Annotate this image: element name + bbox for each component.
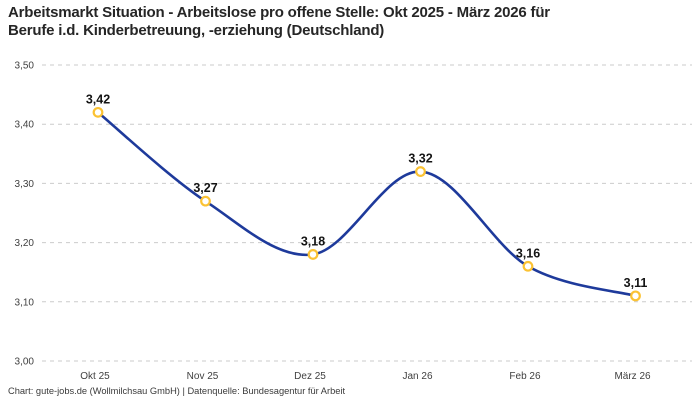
data-point-marker [307, 249, 319, 260]
data-point-label: 3,18 [301, 234, 325, 248]
x-axis-tick-label: Feb 26 [509, 371, 541, 382]
chart-title-line-1: Arbeitsmarkt Situation - Arbeitslose pro… [8, 4, 550, 21]
data-point-marker [630, 290, 641, 302]
y-axis-tick-label: 3,20 [15, 238, 35, 249]
data-point-label: 3,32 [408, 152, 432, 166]
data-point-label: 3,27 [193, 181, 217, 195]
x-axis-tick-label: Okt 25 [80, 371, 110, 382]
x-axis-tick-label: März 26 [614, 371, 651, 382]
data-point-marker [415, 166, 426, 177]
data-point-label: 3,42 [86, 92, 110, 106]
data-point-label: 3,11 [624, 276, 648, 290]
x-axis-tick-label: Jan 26 [402, 371, 432, 382]
chart-footer: Chart: gute-jobs.de (Wollmilchsau GmbH) … [8, 386, 346, 396]
y-axis-tick-label: 3,40 [15, 120, 35, 131]
chart-title-line-2: Berufe i.d. Kinderbetreuung, -erziehung … [8, 21, 385, 39]
data-line [96, 111, 637, 298]
x-axis-tick-label: Nov 25 [187, 371, 219, 382]
y-axis-tick-label: 3,10 [15, 297, 35, 308]
data-point-marker [522, 260, 534, 272]
x-axis-tick-label: Dez 25 [294, 371, 326, 382]
chart-title: Arbeitsmarkt Situation - Arbeitslose pro… [8, 4, 680, 39]
data-point-marker [92, 106, 104, 118]
data-point-marker [200, 195, 211, 207]
y-axis-tick-label: 3,50 [15, 61, 35, 72]
data-point-label: 3,16 [516, 246, 540, 260]
y-axis-tick-label: 3,00 [15, 357, 35, 368]
y-axis-tick-label: 3,30 [15, 179, 35, 190]
